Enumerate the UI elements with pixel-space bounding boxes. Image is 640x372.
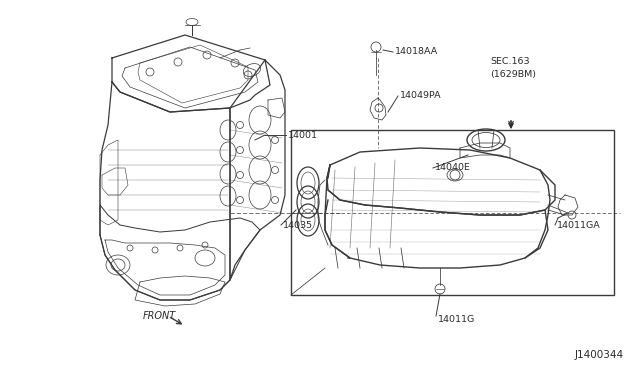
Text: FRONT: FRONT	[143, 311, 176, 321]
Text: J1400344: J1400344	[575, 350, 624, 360]
Text: 14049PA: 14049PA	[400, 92, 442, 100]
Text: 14035: 14035	[283, 221, 313, 230]
Text: 14001: 14001	[288, 131, 318, 140]
Text: 14018AA: 14018AA	[395, 48, 438, 57]
Text: (1629BM): (1629BM)	[490, 70, 536, 78]
Text: 14040E: 14040E	[435, 164, 471, 173]
Text: 14011G: 14011G	[438, 315, 476, 324]
Bar	[291, 130, 614, 295]
Text: SEC.163: SEC.163	[490, 58, 530, 67]
Text: 14011GA: 14011GA	[557, 221, 601, 230]
